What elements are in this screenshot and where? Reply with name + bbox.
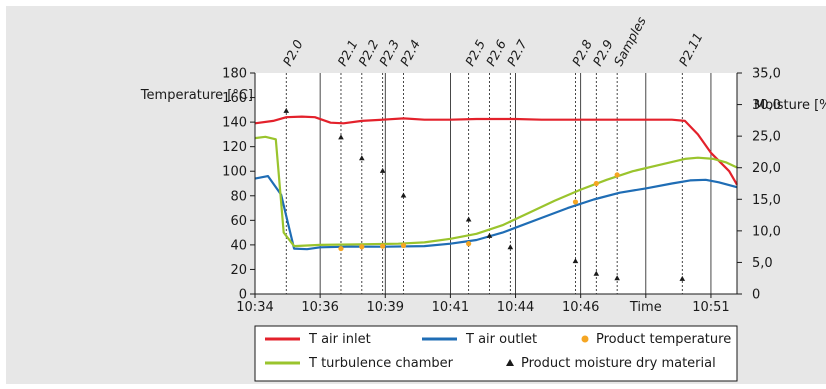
legend-label: T turbulence chamber [308, 356, 454, 371]
moisture-point [338, 134, 344, 140]
legend-swatch [506, 359, 514, 366]
moisture-point [593, 270, 600, 276]
product-temperature-point [359, 244, 365, 250]
moisture-point [379, 167, 386, 173]
legend: T air inlet T air outlet Product temperatu… [254, 325, 738, 382]
product-temperature-point [400, 242, 407, 249]
y-right-tick-label: 15,0 [752, 193, 781, 208]
y-right-tick-label: 20,0 [752, 161, 781, 176]
y-right-tick-label: 30,0 [752, 98, 781, 113]
y-right-tick-label: 5,0 [752, 256, 773, 271]
y-axis-left-label: Temperature [°C] [140, 88, 253, 103]
moisture-point [465, 216, 472, 222]
legend-label: Product temperature [596, 332, 731, 347]
y-left-tick-label: 140 [222, 116, 247, 131]
product-temperature-point [338, 245, 344, 252]
moisture-point [572, 258, 579, 264]
y-left-tick-label: 180 [222, 67, 247, 82]
sample-label: P2.9 [590, 37, 616, 68]
series-line [254, 115, 738, 186]
sample-label: P2.11 [676, 30, 706, 68]
sample-label: Samples [611, 14, 650, 69]
x-tick-label: Time [629, 300, 662, 315]
sample-label: P2.4 [397, 37, 423, 68]
axes: 0 20 40 60 80 100 120 140 160 180 0 5,0 10,0 15,0 20,0… [222, 67, 781, 316]
sample-label: P2.1 [334, 37, 360, 68]
product-temperature-point [572, 199, 579, 205]
moisture-point [400, 192, 407, 198]
sample-label: P2.2 [355, 37, 381, 68]
product-temperature-point [593, 180, 599, 187]
moisture-point [679, 275, 686, 281]
legend-label: T air inlet [308, 332, 371, 347]
moisture-point [283, 107, 290, 113]
x-tick-label: 10:36 [301, 300, 338, 315]
y-right-tick-label: 25,0 [752, 130, 781, 145]
legend-label: Product moisture dry material [521, 356, 716, 371]
chart-svg: P2.0 P2.1P2.2P2.3P2.4 P2.5P2.6P2.7 P2.8P2.9… [140, 14, 826, 382]
y-left-tick-label: 20 [230, 263, 247, 278]
moisture-point [507, 244, 514, 250]
legend-swatch [581, 335, 589, 343]
sample-label: P2.7 [504, 37, 530, 68]
product-temperature-point [466, 241, 472, 247]
y-left-tick-label: 60 [230, 214, 247, 229]
series-line [254, 175, 738, 251]
chart-panel: P2.0 P2.1 P2.2 P2.3 P2.4 P2.5 P2.6 P2.7 P2.8 P2.9… [6, 6, 826, 384]
y-left-tick-label: 0 [239, 288, 247, 303]
sample-label: P2.0 [280, 37, 306, 68]
series-layer [254, 107, 738, 281]
product-temperature-point [614, 172, 620, 178]
product-temperature-point [380, 243, 386, 249]
y-left-tick-label: 100 [222, 165, 247, 180]
grid: P2.0 P2.1P2.2P2.3P2.4 P2.5P2.6P2.7 P2.8P2.9… [254, 14, 737, 294]
moisture-point [486, 232, 493, 238]
x-tick-label: 10:39 [367, 300, 404, 315]
series-line [254, 135, 738, 248]
y-right-tick-label: 0 [752, 288, 760, 303]
y-left-tick-label: 120 [222, 140, 247, 155]
y-left-tick-label: 160 [222, 91, 247, 106]
y-right-tick-label: 35,0 [752, 67, 781, 82]
sample-label: P2.3 [376, 37, 402, 68]
x-tick-label: 10:44 [497, 300, 534, 315]
sample-label: P2.5 [462, 37, 488, 68]
x-tick-label: 10:34 [236, 300, 273, 315]
plot-area [255, 73, 737, 294]
sample-label: P2.6 [483, 37, 509, 68]
legend-box [254, 325, 738, 382]
moisture-point [359, 155, 365, 161]
y-axis-right-label: Moisture [%] [754, 98, 826, 113]
y-right-tick-label: 10,0 [752, 224, 781, 239]
sample-label: P2.8 [569, 37, 595, 68]
y-left-tick-label: 80 [230, 189, 247, 204]
y-left-tick-label: 40 [230, 238, 247, 253]
x-tick-label: 10:46 [562, 300, 599, 315]
x-tick-label: 10:41 [432, 300, 469, 315]
moisture-point [614, 275, 620, 281]
legend-label: T air outlet [465, 332, 537, 347]
x-tick-label: 10:51 [692, 300, 729, 315]
